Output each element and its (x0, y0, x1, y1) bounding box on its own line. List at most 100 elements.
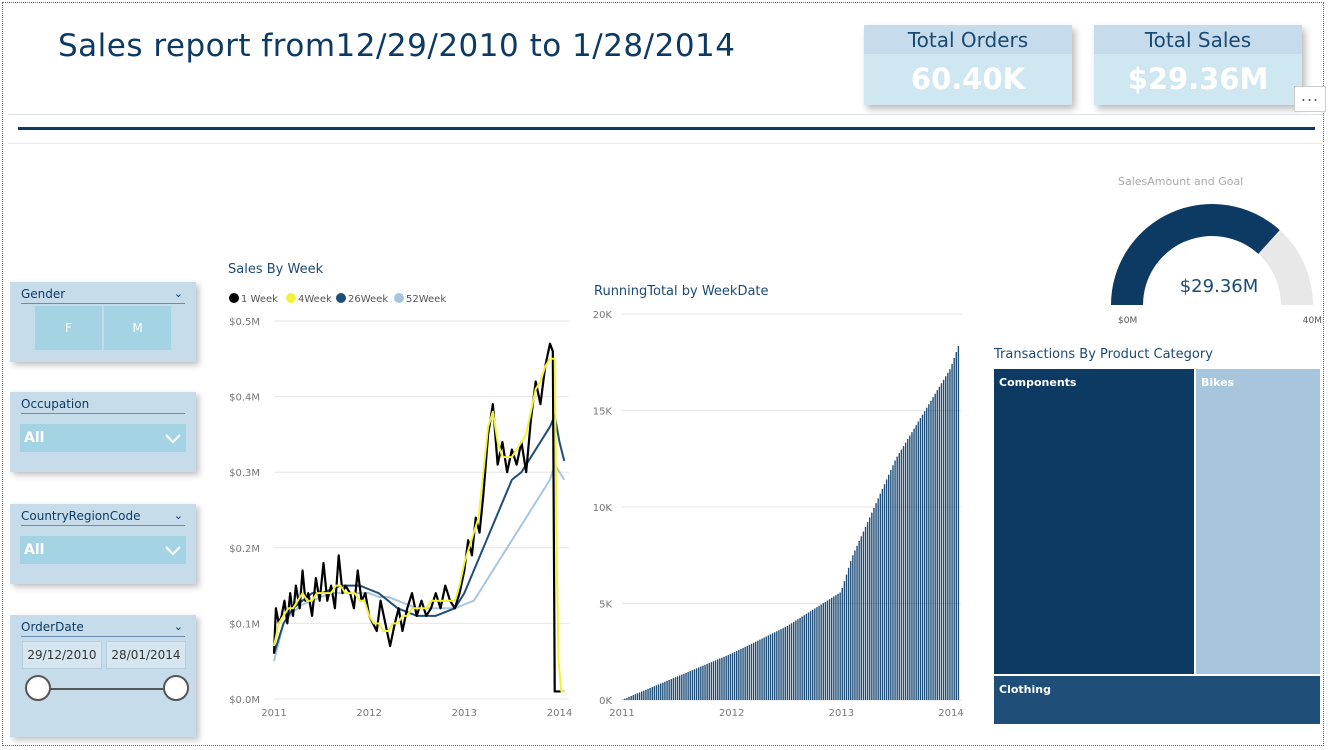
bar (803, 615, 805, 700)
slicer-label: Occupation (21, 397, 90, 411)
bar (630, 695, 632, 700)
bar (645, 689, 647, 700)
legend-marker (286, 293, 296, 303)
bar (843, 581, 846, 700)
y-tick-label: 15K (593, 407, 613, 418)
legend-label: 52Week (406, 294, 446, 305)
date-start-input[interactable]: 29/12/2010 (22, 641, 102, 669)
series-line-26week (273, 414, 566, 654)
kpi-card-total-orders[interactable]: Total Orders 60.40K (864, 25, 1072, 105)
treemap-tile-bikes (1196, 369, 1320, 674)
bar (647, 688, 649, 700)
date-range-start-handle[interactable] (25, 675, 51, 701)
bar (875, 503, 877, 700)
bar (793, 621, 795, 700)
bar (698, 667, 700, 700)
bar (797, 619, 799, 700)
bar (904, 442, 907, 700)
sales-by-week-chart[interactable]: 1 Week 4Week 26Week 52Week $0.0M $0.1M $0.2M $0… (224, 285, 574, 725)
bar (746, 645, 748, 700)
gauge-title: SalesAmount and Goal (1118, 175, 1244, 188)
bar (809, 611, 812, 700)
bar (812, 609, 814, 700)
kpi-value: $29.36M (1127, 62, 1269, 96)
bar (736, 651, 738, 700)
slicer-country-region: CountryRegionCode ⌄ All (10, 504, 196, 584)
bar (778, 630, 780, 700)
kpi-label: Total Sales (1094, 25, 1302, 54)
bar (638, 692, 641, 700)
date-end-input[interactable]: 28/01/2014 (106, 641, 186, 669)
bar (856, 545, 858, 700)
chevron-down-icon[interactable]: ⌄ (173, 509, 183, 522)
bar (820, 604, 822, 700)
bar (911, 432, 913, 700)
slicer-header[interactable]: CountryRegionCode ⌄ (21, 508, 185, 526)
slicer-header[interactable]: Gender ⌄ (21, 286, 185, 304)
treemap-label: Clothing (999, 683, 1051, 696)
bar (748, 644, 751, 700)
bar (725, 655, 727, 700)
x-tick-label: 2011 (609, 708, 634, 719)
bar (672, 678, 675, 700)
bar (894, 460, 896, 700)
divider (8, 114, 1324, 115)
bar (759, 639, 761, 700)
date-range-track[interactable] (36, 688, 176, 690)
bar (907, 439, 909, 700)
country-dropdown[interactable]: All (20, 536, 186, 564)
gender-option-f[interactable]: F (35, 306, 102, 350)
series-line-4week (273, 357, 565, 693)
more-options-button[interactable]: ... (1294, 86, 1326, 112)
bar (934, 393, 936, 700)
bar (683, 673, 685, 700)
bar (892, 465, 894, 700)
running-total-chart[interactable]: 0K 5K 10K 15K 20K 2011 2012 2013 2014 (586, 300, 970, 725)
chevron-down-icon (164, 536, 182, 574)
dropdown-value: All (24, 430, 45, 446)
gender-option-m[interactable]: M (104, 306, 171, 350)
bar (932, 397, 934, 700)
bar (818, 605, 820, 700)
bar (862, 531, 865, 700)
date-range-end-handle[interactable] (163, 675, 189, 701)
product-category-treemap[interactable]: Components Bikes Clothing (993, 368, 1323, 726)
bar (662, 682, 664, 700)
chevron-down-icon[interactable]: ⌄ (173, 620, 183, 633)
bar (896, 456, 898, 700)
chevron-down-icon[interactable]: ⌄ (173, 287, 183, 300)
bar (828, 599, 831, 700)
y-tick-label: 10K (593, 503, 613, 514)
series-line-52week (273, 463, 566, 662)
bar (750, 643, 753, 700)
bar (740, 648, 742, 700)
kpi-card-total-sales[interactable]: Total Sales $29.36M (1094, 25, 1302, 105)
treemap-label: Components (999, 376, 1077, 389)
bar (738, 649, 740, 700)
bar (757, 640, 759, 700)
bar (714, 660, 717, 700)
series-line-1week (272, 342, 565, 693)
bar (869, 517, 871, 700)
bar (926, 407, 928, 700)
bar (885, 479, 888, 700)
treemap-label: Bikes (1201, 376, 1235, 389)
legend-marker (229, 293, 239, 303)
bar (816, 607, 818, 700)
bar (664, 681, 666, 700)
bar (704, 664, 706, 700)
bar (628, 696, 630, 700)
slicer-header[interactable]: OrderDate ⌄ (21, 619, 185, 637)
bar (767, 635, 770, 700)
bar (752, 642, 755, 700)
sales-goal-gauge[interactable]: $29.36M $0M 40M (1110, 195, 1324, 330)
bar (839, 592, 841, 700)
bar (624, 698, 626, 700)
occupation-dropdown[interactable]: All (20, 424, 186, 452)
bar (679, 675, 681, 700)
bar (700, 666, 702, 700)
x-tick-label: 2013 (452, 708, 477, 719)
bar (864, 526, 867, 700)
bar (921, 414, 924, 700)
